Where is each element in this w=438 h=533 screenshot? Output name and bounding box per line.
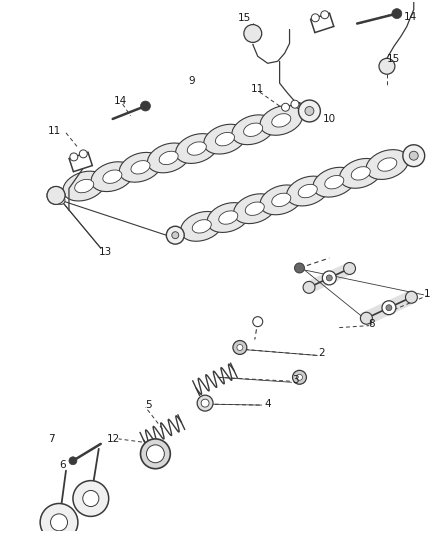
Circle shape [253, 317, 263, 327]
Circle shape [326, 275, 332, 281]
Ellipse shape [119, 152, 162, 182]
Ellipse shape [272, 193, 291, 207]
Text: 15: 15 [387, 54, 400, 64]
Circle shape [298, 100, 320, 122]
Circle shape [322, 271, 336, 285]
Ellipse shape [131, 160, 150, 174]
Text: 14: 14 [114, 96, 127, 106]
Ellipse shape [233, 194, 276, 224]
Ellipse shape [215, 132, 234, 146]
Circle shape [382, 301, 396, 314]
Circle shape [141, 439, 170, 469]
Circle shape [406, 291, 417, 303]
Text: 7: 7 [48, 434, 54, 444]
Circle shape [40, 504, 78, 533]
Ellipse shape [351, 167, 370, 180]
Text: 13: 13 [99, 247, 113, 257]
Ellipse shape [180, 212, 223, 241]
Circle shape [197, 395, 213, 411]
Circle shape [321, 11, 329, 19]
Ellipse shape [204, 124, 246, 154]
Text: 11: 11 [251, 84, 265, 94]
Circle shape [291, 100, 299, 108]
Ellipse shape [339, 158, 382, 188]
Ellipse shape [244, 123, 263, 136]
Ellipse shape [91, 162, 134, 191]
Circle shape [166, 226, 184, 244]
Circle shape [343, 263, 356, 274]
Circle shape [403, 145, 425, 167]
Circle shape [237, 344, 243, 351]
Ellipse shape [245, 202, 264, 215]
Circle shape [146, 445, 164, 463]
Circle shape [50, 514, 67, 531]
Circle shape [297, 374, 303, 380]
Ellipse shape [148, 143, 190, 173]
Ellipse shape [260, 106, 303, 135]
Circle shape [282, 103, 290, 111]
Text: 9: 9 [189, 76, 195, 86]
Circle shape [392, 9, 402, 19]
Circle shape [141, 101, 150, 111]
Ellipse shape [159, 151, 178, 165]
Ellipse shape [286, 176, 329, 206]
Ellipse shape [366, 150, 409, 180]
Circle shape [293, 370, 307, 384]
Ellipse shape [325, 175, 344, 189]
Circle shape [73, 481, 109, 516]
Text: 5: 5 [145, 400, 152, 410]
Circle shape [311, 14, 319, 22]
Circle shape [409, 151, 418, 160]
Text: 10: 10 [323, 114, 336, 124]
Circle shape [57, 197, 65, 204]
Circle shape [233, 341, 247, 354]
Ellipse shape [260, 185, 303, 215]
Text: 14: 14 [404, 12, 417, 22]
Text: 11: 11 [47, 126, 61, 136]
Circle shape [305, 107, 314, 116]
Text: 4: 4 [265, 399, 271, 409]
Ellipse shape [313, 167, 356, 197]
Text: 12: 12 [107, 434, 120, 444]
Circle shape [145, 446, 161, 462]
Ellipse shape [298, 184, 317, 198]
Ellipse shape [103, 170, 122, 183]
Ellipse shape [232, 115, 274, 144]
Circle shape [201, 399, 209, 407]
Text: 1: 1 [424, 289, 430, 299]
Circle shape [70, 153, 78, 161]
Circle shape [47, 187, 65, 204]
Circle shape [53, 192, 60, 199]
Ellipse shape [63, 171, 106, 201]
Circle shape [303, 281, 315, 293]
Ellipse shape [187, 142, 206, 155]
Circle shape [294, 263, 304, 273]
Circle shape [360, 312, 372, 324]
Circle shape [172, 232, 179, 239]
Circle shape [83, 490, 99, 506]
Text: 15: 15 [238, 13, 251, 22]
Ellipse shape [272, 114, 291, 127]
Ellipse shape [74, 180, 94, 193]
Ellipse shape [192, 220, 211, 233]
Circle shape [379, 58, 395, 74]
Circle shape [244, 25, 262, 43]
Text: 2: 2 [318, 349, 325, 359]
Circle shape [47, 187, 65, 204]
Circle shape [386, 305, 392, 311]
Circle shape [79, 150, 87, 158]
Ellipse shape [176, 134, 218, 164]
Ellipse shape [378, 158, 397, 171]
Text: 6: 6 [60, 460, 66, 470]
Ellipse shape [207, 203, 250, 232]
Circle shape [69, 457, 77, 465]
Text: 8: 8 [369, 319, 375, 329]
Ellipse shape [219, 211, 238, 224]
Text: 3: 3 [292, 375, 299, 385]
Circle shape [149, 450, 157, 458]
